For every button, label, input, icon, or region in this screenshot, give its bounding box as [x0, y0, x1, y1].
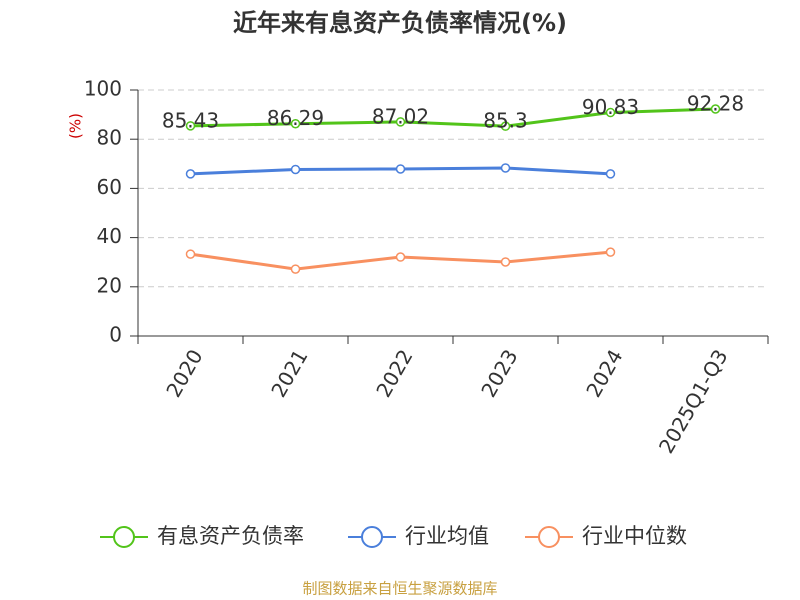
- y-tick-label: 60: [97, 175, 122, 199]
- data-point: [185, 169, 196, 179]
- data-point: [290, 118, 301, 129]
- data-point: [185, 249, 196, 259]
- data-point: [395, 117, 406, 127]
- y-tick-label: 0: [109, 323, 122, 347]
- data-label: 85.3: [483, 109, 528, 133]
- data-label: 87.02: [372, 104, 429, 128]
- data-point: [185, 121, 196, 131]
- y-tick-label: 40: [97, 224, 122, 248]
- y-axis-label: (%): [67, 113, 85, 139]
- data-point: [395, 164, 406, 174]
- data-point: [500, 163, 511, 173]
- data-point: [605, 169, 616, 179]
- y-tick-label: 20: [97, 273, 122, 297]
- data-point: [605, 107, 616, 118]
- x-tick-label: 2020: [161, 345, 207, 401]
- legend-label: 有息资产负债率: [157, 524, 304, 548]
- data-point: [710, 104, 721, 114]
- legend-marker: [113, 526, 135, 548]
- x-tick-label: 2023: [476, 345, 522, 401]
- data-point: [500, 121, 511, 131]
- data-label: 85.43: [162, 108, 219, 132]
- source-note: 制图数据来自恒生聚源数据库: [302, 580, 497, 598]
- legend-label: 行业均值: [405, 524, 489, 548]
- data-point: [395, 252, 406, 262]
- series-line: [190, 107, 716, 128]
- data-point: [290, 264, 301, 274]
- data-label: 86.29: [267, 106, 324, 130]
- data-point: [500, 257, 511, 267]
- x-tick-label: 2021: [266, 345, 312, 401]
- chart-title: 近年来有息资产负债率情况(%): [233, 9, 567, 37]
- legend-marker: [538, 526, 560, 548]
- x-tick-label: 2025Q1-Q3: [654, 345, 733, 457]
- legend-label: 行业中位数: [582, 524, 687, 548]
- x-tick-label: 2022: [371, 345, 417, 401]
- legend-marker: [361, 526, 383, 548]
- data-point: [290, 164, 301, 175]
- data-label: 90.83: [582, 95, 639, 119]
- x-tick-label: 2024: [581, 345, 627, 401]
- y-tick-label: 80: [97, 126, 122, 150]
- data-label: 92.28: [687, 91, 744, 115]
- data-point: [605, 247, 616, 257]
- y-tick-label: 100: [84, 77, 122, 101]
